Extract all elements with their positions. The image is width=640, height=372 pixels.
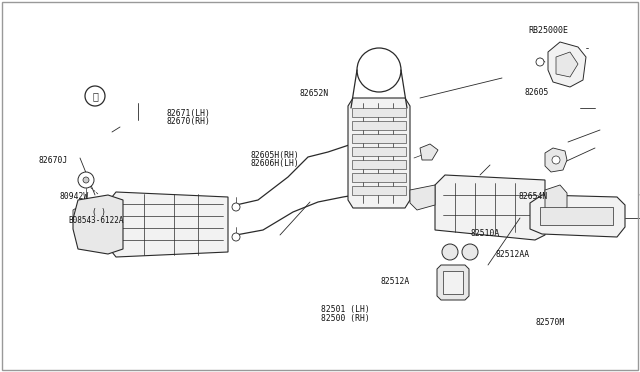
Circle shape (232, 233, 240, 241)
Polygon shape (108, 192, 228, 257)
Circle shape (536, 58, 544, 66)
Polygon shape (352, 121, 406, 130)
Text: Ⓑ: Ⓑ (92, 91, 98, 101)
Polygon shape (352, 147, 406, 156)
Text: 82605: 82605 (525, 88, 549, 97)
Polygon shape (443, 271, 463, 294)
Circle shape (85, 86, 105, 106)
Polygon shape (420, 144, 438, 160)
Polygon shape (545, 148, 567, 172)
Circle shape (552, 156, 560, 164)
Circle shape (78, 172, 94, 188)
Circle shape (442, 244, 458, 260)
Text: 82670J: 82670J (38, 156, 68, 165)
Circle shape (83, 177, 89, 183)
Polygon shape (540, 207, 613, 225)
Text: 82670(RH): 82670(RH) (166, 117, 211, 126)
Text: B08543-6122A: B08543-6122A (68, 216, 124, 225)
Text: 82500 (RH): 82500 (RH) (321, 314, 370, 323)
Polygon shape (73, 195, 123, 254)
Polygon shape (352, 173, 406, 182)
Polygon shape (545, 185, 567, 215)
Text: 82606H(LH): 82606H(LH) (251, 159, 300, 168)
Polygon shape (352, 186, 406, 195)
Text: 82512A: 82512A (381, 277, 410, 286)
Polygon shape (352, 160, 406, 169)
Text: RB25000E: RB25000E (528, 26, 568, 35)
Polygon shape (352, 108, 406, 117)
Text: 82652N: 82652N (300, 89, 329, 98)
Text: 82671(LH): 82671(LH) (166, 109, 211, 118)
Polygon shape (352, 134, 406, 143)
Text: 82605H(RH): 82605H(RH) (251, 151, 300, 160)
Polygon shape (410, 185, 435, 210)
Text: 82570M: 82570M (535, 318, 564, 327)
Polygon shape (530, 195, 625, 237)
Polygon shape (437, 265, 469, 300)
Circle shape (232, 203, 240, 211)
Text: 80942W: 80942W (60, 192, 89, 201)
Polygon shape (348, 98, 410, 208)
Polygon shape (73, 206, 80, 220)
Circle shape (462, 244, 478, 260)
Text: 82654N: 82654N (518, 192, 548, 201)
Text: 82512AA: 82512AA (496, 250, 530, 259)
Text: 82510A: 82510A (470, 229, 500, 238)
Polygon shape (435, 175, 545, 240)
Text: ( ): ( ) (92, 208, 106, 217)
Polygon shape (548, 42, 586, 87)
Polygon shape (556, 52, 578, 77)
Text: 82501 (LH): 82501 (LH) (321, 305, 370, 314)
